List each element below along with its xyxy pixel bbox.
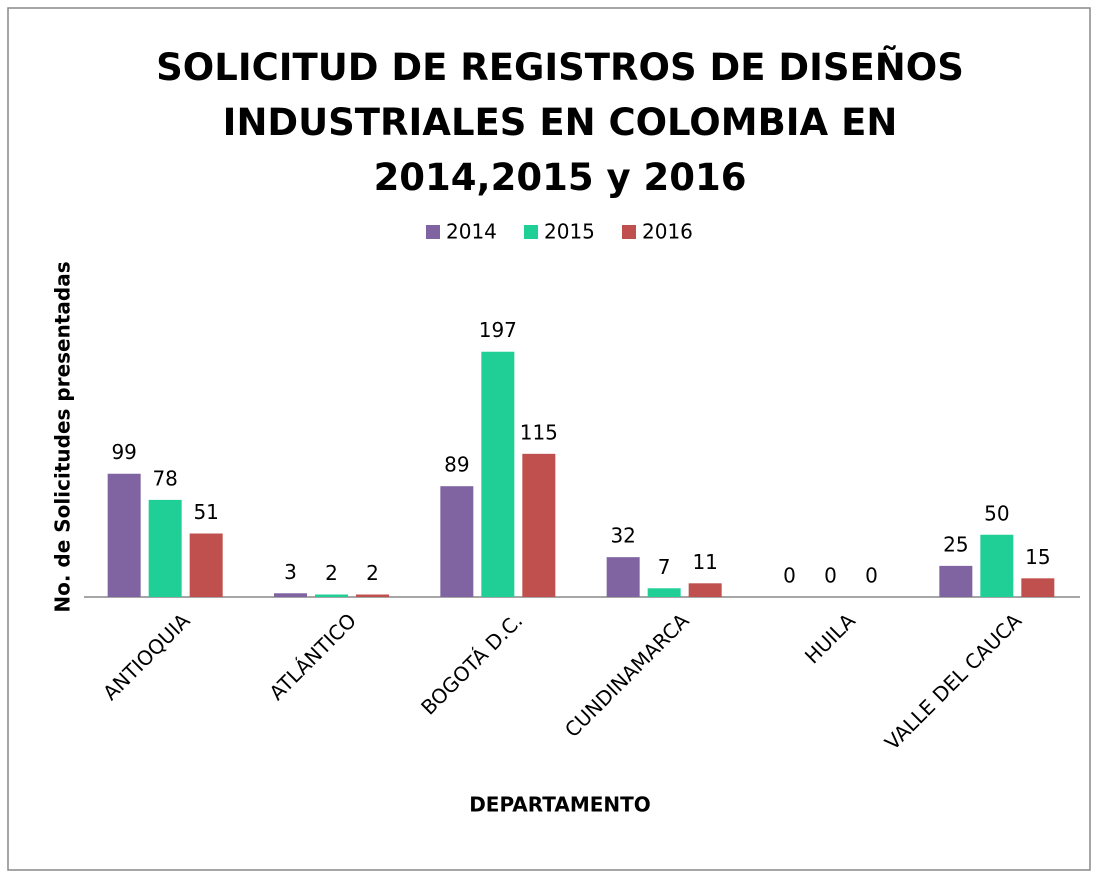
bar [315,594,348,597]
data-label: 51 [193,500,218,524]
legend-swatch [524,225,538,239]
legend-swatch [426,225,440,239]
data-label: 115 [520,420,558,444]
y-axis-label: No. de Solicitudes presentadas [51,261,75,612]
bar [440,486,474,597]
data-label: 11 [692,550,717,574]
data-label: 0 [824,564,837,588]
chart-border [7,7,1091,871]
bar [522,453,556,597]
data-label: 197 [479,318,517,342]
legend-swatch [622,225,636,239]
data-label: 2 [366,561,379,585]
legend-label: 2015 [544,220,595,244]
x-axis-label: DEPARTAMENTO [469,793,651,817]
data-label: 78 [152,466,177,490]
bar [688,583,722,597]
legend-label: 2014 [446,220,497,244]
bar [1021,578,1055,597]
data-label: 50 [984,501,1009,525]
bar [481,351,515,597]
chart-title: SOLICITUD DE REGISTROS DE DISEÑOS INDUST… [156,46,964,199]
data-label: 3 [284,560,297,584]
bar [274,593,307,597]
data-label: 0 [783,564,796,588]
legend-label: 2016 [642,220,693,244]
data-label: 99 [111,440,136,464]
bar [189,533,223,597]
bar [107,473,141,597]
data-label: 2 [325,561,338,585]
bar [606,557,640,597]
bar [647,588,681,597]
data-label: 0 [865,564,878,588]
data-label: 7 [658,555,671,579]
bar [148,499,182,597]
bar [939,565,973,597]
data-label: 89 [444,453,469,477]
bar [980,534,1014,597]
data-label: 15 [1025,545,1050,569]
data-label: 32 [610,524,635,548]
data-label: 25 [943,532,968,556]
bar [356,594,389,597]
